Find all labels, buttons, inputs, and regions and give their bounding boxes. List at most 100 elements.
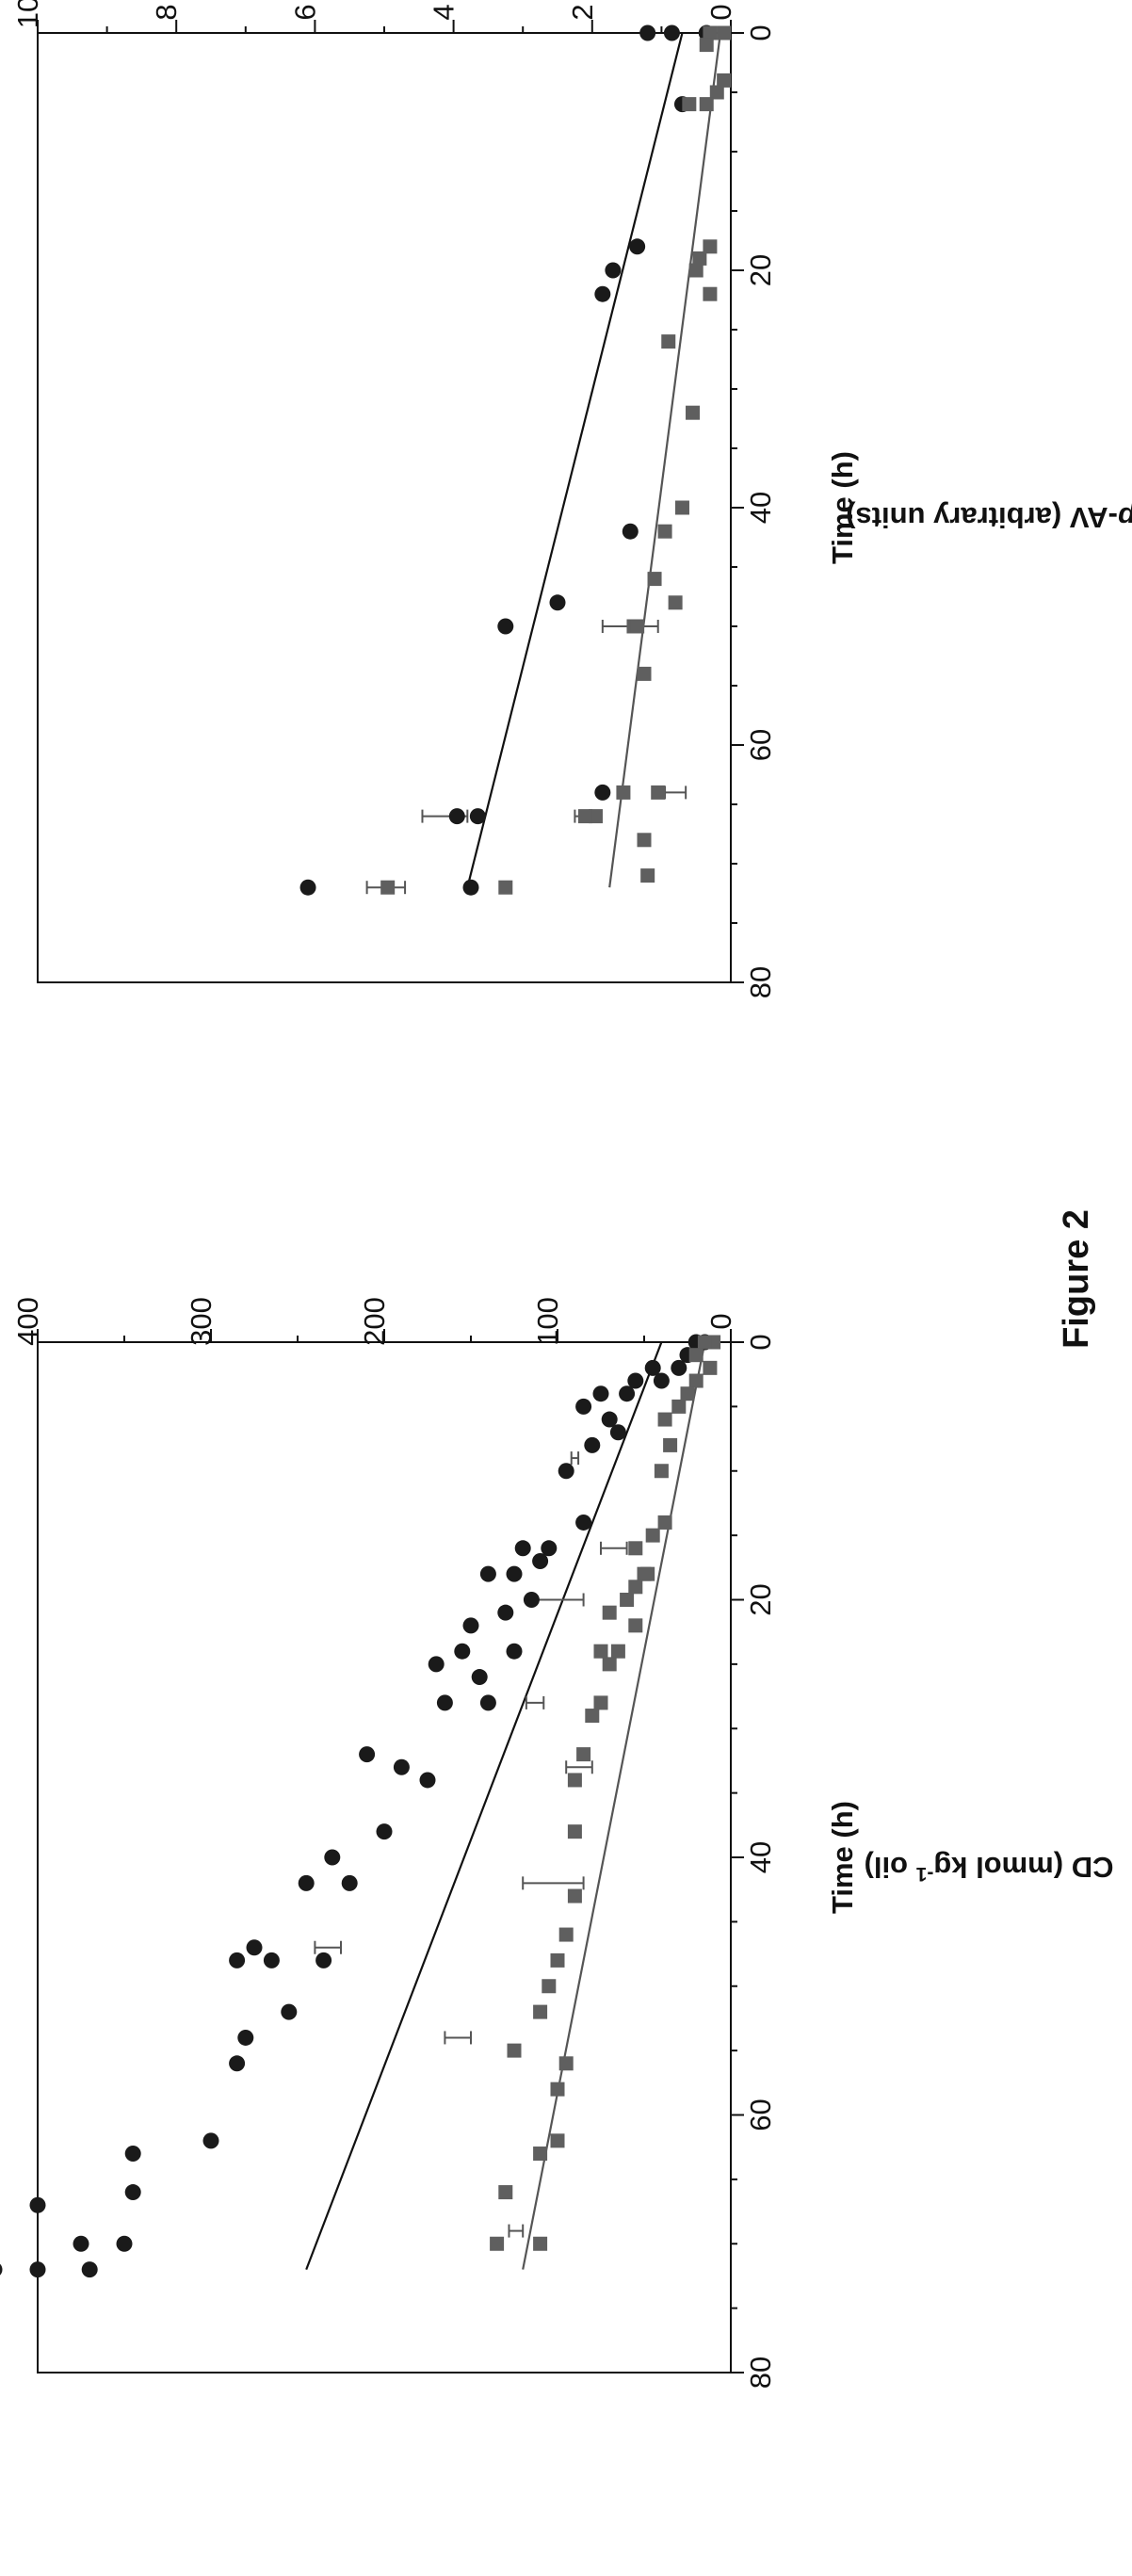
cd-point-circle xyxy=(472,1669,488,1685)
cd-point-circle xyxy=(125,2146,141,2162)
cd-point-circle xyxy=(30,2197,46,2213)
cd-point-circle xyxy=(377,1823,393,1839)
pav-point-circle xyxy=(594,785,610,801)
pav-point-square xyxy=(498,881,512,895)
cd-y-axis-title: CD (mmol kg-1 oil) xyxy=(865,1851,1114,1886)
cd-point-circle xyxy=(394,1759,410,1775)
cd-y-tick-label: 100 xyxy=(531,1297,564,1346)
cd-x-tick-label: 20 xyxy=(744,1583,777,1615)
pav-point-square xyxy=(578,809,592,823)
cd-point-circle xyxy=(264,1952,280,1968)
pav-point-square xyxy=(689,264,703,278)
cd-point-square xyxy=(559,1928,574,1942)
cd-point-circle xyxy=(463,1617,479,1633)
cd-point-square xyxy=(559,2056,574,2070)
cd-x-axis-title: Time (h) xyxy=(826,1801,859,1914)
pav-ticks: 0204060800246810 xyxy=(11,0,777,998)
cd-point-square xyxy=(533,2147,547,2161)
cd-point-square xyxy=(568,1889,582,1904)
figure-label: Figure 2 xyxy=(1057,1209,1096,1349)
pav-point-square xyxy=(651,786,665,800)
cd-point-circle xyxy=(315,1952,332,1968)
cd-point-circle xyxy=(654,1373,670,1389)
cd-point-circle xyxy=(575,1515,591,1531)
pav-x-tick-label: 20 xyxy=(744,254,777,286)
cd-x-tick-label: 80 xyxy=(744,2357,777,2389)
cd-point-circle xyxy=(454,1644,470,1660)
cd-point-circle xyxy=(229,2055,245,2071)
cd-x-tick-label: 40 xyxy=(744,1841,777,1873)
cd-point-circle xyxy=(203,2132,219,2148)
cd-point-circle xyxy=(429,1656,445,1672)
cd-y-tick-label: 300 xyxy=(185,1297,218,1346)
pav-point-square xyxy=(616,786,630,800)
cd-point-square xyxy=(620,1593,634,1607)
cd-point-square xyxy=(681,1386,695,1401)
pav-point-square xyxy=(648,572,662,586)
cd-ticks: 0204060800100200300400 xyxy=(11,1297,777,2389)
pav-point-circle xyxy=(664,25,680,41)
pav-trend-lines xyxy=(467,33,720,887)
pav-point-square xyxy=(661,334,675,348)
cd-trend-lines xyxy=(306,1342,704,2270)
cd-point-circle xyxy=(610,1424,626,1440)
cd-point-circle xyxy=(73,2236,89,2252)
cd-point-circle xyxy=(497,1605,513,1621)
pav-x-tick-label: 60 xyxy=(744,729,777,761)
pav-point-square xyxy=(717,26,731,41)
cd-point-circle xyxy=(437,1694,453,1710)
cd-point-circle xyxy=(507,1644,523,1660)
cd-point-square xyxy=(603,1657,617,1671)
pav-point-circle xyxy=(470,808,486,824)
pav-point-square xyxy=(638,667,652,681)
pav-point-square xyxy=(630,620,644,634)
cd-y-tick-label: 200 xyxy=(358,1297,391,1346)
pav-point-circle xyxy=(550,594,566,610)
cd-points xyxy=(0,1335,720,2278)
pav-y-axis-title: p-AV (arbitrary units) xyxy=(846,501,1132,534)
pav-trend-line-circles xyxy=(467,33,682,887)
cd-point-square xyxy=(658,1515,672,1530)
pav-point-square xyxy=(638,833,652,847)
pav-point-circle xyxy=(497,619,513,635)
cd-point-square xyxy=(689,1348,703,1362)
cd-point-square xyxy=(551,2082,565,2097)
cd-point-circle xyxy=(0,2261,3,2277)
cd-point-circle xyxy=(324,1850,340,1866)
cd-point-square xyxy=(533,2005,547,2019)
pav-point-circle xyxy=(605,263,621,279)
cd-point-circle xyxy=(619,1385,635,1401)
cd-point-square xyxy=(640,1567,655,1581)
pav-point-square xyxy=(380,881,395,895)
pav-x-tick-label: 80 xyxy=(744,966,777,998)
cd-point-square xyxy=(671,1400,686,1414)
cd-trend-line-squares xyxy=(523,1342,704,2270)
cd-point-circle xyxy=(359,1746,375,1762)
cd-point-circle xyxy=(237,2030,253,2046)
pav-point-circle xyxy=(449,808,465,824)
pav-point-square xyxy=(703,287,717,301)
cd-point-square xyxy=(542,1979,556,1993)
cd-y-title-sup: -1 xyxy=(915,1864,933,1886)
cd-point-circle xyxy=(299,1875,315,1891)
cd-point-circle xyxy=(558,1463,574,1479)
cd-point-circle xyxy=(125,2184,141,2200)
cd-point-square xyxy=(551,2133,565,2147)
pav-x-tick-label: 40 xyxy=(744,492,777,524)
cd-chart: 0204060800100200300400 Time (h) CD (mmol… xyxy=(0,1297,1113,2389)
cd-x-tick-label: 0 xyxy=(744,1334,777,1350)
cd-point-square xyxy=(628,1580,642,1594)
cd-point-circle xyxy=(342,1875,358,1891)
pav-point-circle xyxy=(463,880,479,896)
cd-point-circle xyxy=(524,1592,540,1608)
cd-point-circle xyxy=(247,1939,263,1955)
pav-points xyxy=(300,25,732,896)
cd-point-square xyxy=(689,1374,703,1388)
cd-point-circle xyxy=(420,1772,436,1788)
cd-point-square xyxy=(646,1529,660,1543)
cd-point-circle xyxy=(480,1694,496,1710)
pav-y-tick-label: 10 xyxy=(11,0,44,28)
cd-y-title-post: oil) xyxy=(865,1851,916,1884)
pav-y-title-italic: p xyxy=(1118,501,1132,534)
